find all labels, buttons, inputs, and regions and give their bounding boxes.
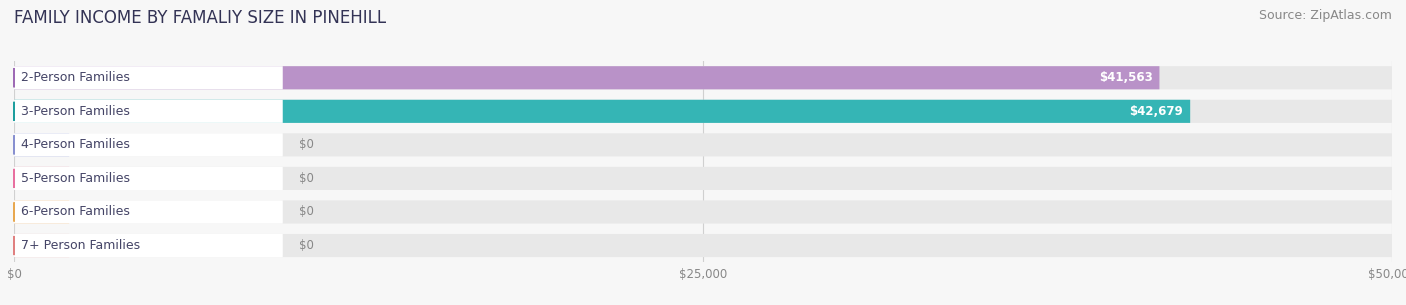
- FancyBboxPatch shape: [14, 167, 69, 190]
- FancyBboxPatch shape: [14, 167, 1392, 190]
- Text: $0: $0: [299, 239, 314, 252]
- Text: Source: ZipAtlas.com: Source: ZipAtlas.com: [1258, 9, 1392, 22]
- FancyBboxPatch shape: [14, 100, 1191, 123]
- FancyBboxPatch shape: [14, 133, 69, 156]
- Text: 3-Person Families: 3-Person Families: [21, 105, 129, 118]
- Text: 2-Person Families: 2-Person Families: [21, 71, 129, 84]
- FancyBboxPatch shape: [14, 66, 283, 89]
- Text: $42,679: $42,679: [1129, 105, 1184, 118]
- FancyBboxPatch shape: [14, 66, 1160, 89]
- Text: $0: $0: [299, 206, 314, 218]
- FancyBboxPatch shape: [14, 234, 283, 257]
- FancyBboxPatch shape: [14, 234, 69, 257]
- FancyBboxPatch shape: [14, 200, 283, 224]
- FancyBboxPatch shape: [14, 100, 1392, 123]
- FancyBboxPatch shape: [14, 200, 1392, 224]
- Text: $41,563: $41,563: [1099, 71, 1153, 84]
- Text: 5-Person Families: 5-Person Families: [21, 172, 129, 185]
- FancyBboxPatch shape: [14, 167, 283, 190]
- Text: 7+ Person Families: 7+ Person Families: [21, 239, 141, 252]
- FancyBboxPatch shape: [14, 66, 1392, 89]
- FancyBboxPatch shape: [14, 200, 69, 224]
- FancyBboxPatch shape: [14, 100, 283, 123]
- Text: $0: $0: [299, 172, 314, 185]
- FancyBboxPatch shape: [14, 133, 1392, 156]
- FancyBboxPatch shape: [14, 234, 1392, 257]
- FancyBboxPatch shape: [14, 133, 283, 156]
- Text: $0: $0: [299, 138, 314, 151]
- Text: 6-Person Families: 6-Person Families: [21, 206, 129, 218]
- Text: FAMILY INCOME BY FAMALIY SIZE IN PINEHILL: FAMILY INCOME BY FAMALIY SIZE IN PINEHIL…: [14, 9, 387, 27]
- Text: 4-Person Families: 4-Person Families: [21, 138, 129, 151]
